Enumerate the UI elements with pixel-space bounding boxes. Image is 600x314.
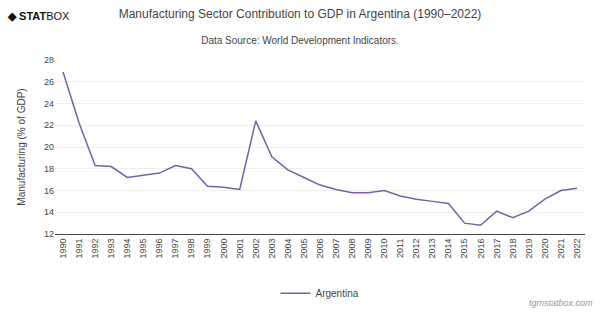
svg-text:20: 20 <box>44 142 54 152</box>
svg-text:18: 18 <box>44 164 54 174</box>
svg-text:1994: 1994 <box>122 239 132 259</box>
svg-text:Manufacturing Sector Contribut: Manufacturing Sector Contribution to GDP… <box>119 7 482 21</box>
svg-text:28: 28 <box>44 55 54 65</box>
svg-text:2012: 2012 <box>411 239 421 259</box>
svg-text:12: 12 <box>44 229 54 239</box>
svg-text:2001: 2001 <box>235 239 245 259</box>
svg-text:2009: 2009 <box>363 239 373 259</box>
svg-text:22: 22 <box>44 120 54 130</box>
svg-text:2013: 2013 <box>427 239 437 259</box>
svg-text:2019: 2019 <box>524 239 534 259</box>
svg-text:1992: 1992 <box>90 239 100 259</box>
svg-text:2002: 2002 <box>251 239 261 259</box>
svg-text:◆ STATBOX: ◆ STATBOX <box>7 10 70 22</box>
svg-text:2000: 2000 <box>219 239 229 259</box>
svg-text:1993: 1993 <box>106 239 116 259</box>
svg-text:16: 16 <box>44 186 54 196</box>
svg-text:2007: 2007 <box>331 239 341 259</box>
svg-text:1996: 1996 <box>154 239 164 259</box>
svg-text:1997: 1997 <box>170 239 180 259</box>
svg-text:Data Source: World Development: Data Source: World Development Indicator… <box>201 35 399 46</box>
svg-text:tgmstatbox.com: tgmstatbox.com <box>529 298 593 308</box>
svg-text:2011: 2011 <box>395 239 405 258</box>
svg-text:2010: 2010 <box>379 239 389 259</box>
svg-text:Manufacturing (% of GDP): Manufacturing (% of GDP) <box>16 88 27 205</box>
svg-text:2004: 2004 <box>283 239 293 259</box>
svg-text:14: 14 <box>44 207 54 217</box>
svg-text:2003: 2003 <box>267 239 277 259</box>
svg-text:2005: 2005 <box>299 239 309 259</box>
svg-text:2006: 2006 <box>315 239 325 259</box>
svg-text:1999: 1999 <box>203 239 213 259</box>
svg-text:2015: 2015 <box>459 239 469 259</box>
svg-text:1990: 1990 <box>58 239 68 259</box>
svg-text:1998: 1998 <box>186 239 196 259</box>
svg-text:2022: 2022 <box>572 239 582 259</box>
svg-text:2016: 2016 <box>476 239 486 259</box>
svg-text:2008: 2008 <box>347 239 357 259</box>
svg-text:2020: 2020 <box>540 239 550 259</box>
svg-text:Argentina: Argentina <box>316 288 359 299</box>
svg-text:2014: 2014 <box>443 239 453 259</box>
svg-text:1995: 1995 <box>138 239 148 259</box>
svg-text:24: 24 <box>44 99 54 109</box>
svg-text:2021: 2021 <box>556 239 566 259</box>
svg-text:2018: 2018 <box>508 239 518 259</box>
svg-text:26: 26 <box>44 77 54 87</box>
svg-text:1991: 1991 <box>74 239 84 259</box>
svg-text:2017: 2017 <box>492 239 502 259</box>
